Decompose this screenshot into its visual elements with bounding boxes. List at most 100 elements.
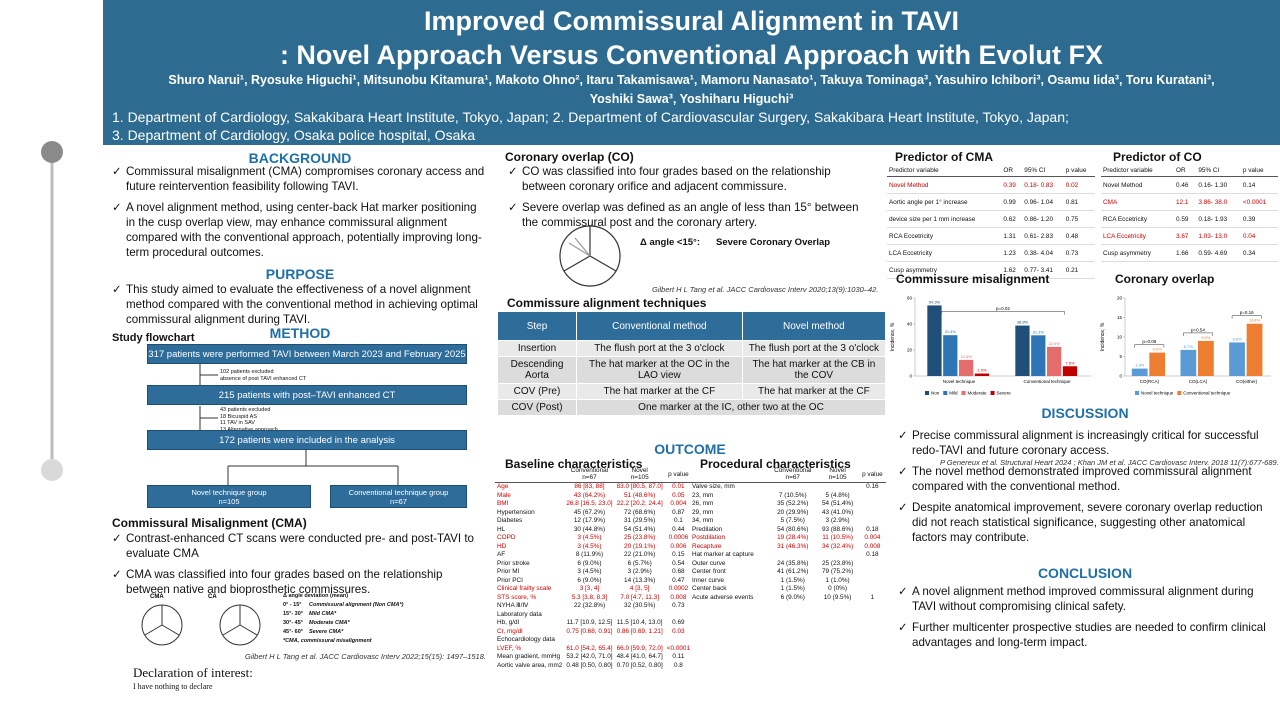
header-cell: Novel n=105 (614, 466, 665, 483)
cell (816, 551, 858, 560)
row: AF 8 (11.9%) 22 (21.0%) 0.15 (495, 551, 692, 560)
cell: 54 (80.6%) (777, 525, 809, 533)
cell: 1.03- 13.0 (1196, 227, 1241, 245)
cell: 3.67 (1174, 227, 1197, 245)
cell: 0.61- 2.83 (1022, 227, 1064, 245)
chart: Incidence, % 0 20 40 60 Novel technique 54.3% 3… (890, 296, 1091, 396)
flowchart-label: Study flowchart (112, 332, 195, 344)
cell: 0.16 (866, 483, 879, 490)
flow-arrows (199, 364, 399, 485)
cell: 1 (1.5%) (780, 576, 805, 584)
cell: 0.008 (670, 593, 687, 601)
x-tick-label: Conventional technique (1023, 379, 1071, 384)
row: Hat marker at capture 0.18 (690, 551, 886, 560)
cell: 0.34 (1240, 244, 1278, 262)
cell: Recapture (692, 542, 722, 550)
row: CMA 12.1 3.86- 38.0 <0.0001 (1101, 193, 1278, 211)
cell (859, 560, 886, 569)
row: Clinical frailty scale 3 [3, 4] 4 [3, 5] 0.… (495, 585, 692, 594)
bullets: Precise commissural alignment is increas… (898, 428, 1270, 551)
legend-swatch (990, 391, 995, 395)
cell: Valve size, mm (692, 483, 735, 490)
list-item: 13 Alternative approach (220, 427, 278, 434)
y-tick-label: 20 (1117, 296, 1123, 301)
row: Cr, mg/dl 0.75 [0.68, 0.91] 0.86 [0.69, 1.… (495, 628, 692, 637)
cell: 0.62 (1001, 210, 1023, 228)
co-diagram (559, 225, 621, 287)
bullets: Commissural misalignment (CMA) compromis… (112, 164, 487, 266)
cell: Novel Method (887, 176, 1002, 194)
cell: 0.006 (670, 542, 687, 550)
bar (1180, 349, 1197, 376)
header-cell: Novel n=105 (816, 466, 859, 483)
cell: Cusp asymmetry (1101, 244, 1175, 262)
cell: 0.004 (864, 534, 881, 541)
cell: 0.39 (1001, 176, 1023, 194)
cell: 0.59- 4.69 (1196, 244, 1241, 262)
bar (1246, 323, 1263, 376)
cell: 14 (13.3%) (624, 576, 656, 584)
cell: 0.75 (1063, 210, 1095, 228)
list-item: absence of post TAVI enhanced CT (220, 375, 307, 382)
cell: 0.73 (1063, 244, 1095, 262)
cell (859, 492, 886, 501)
row: Prior MI 3 (4.5%) 3 (2.9%) 0.68 (495, 568, 692, 577)
header-row: Predictor variable OR 95% CI p value (1101, 165, 1278, 177)
table: Step Conventional method Novel method Inser… (497, 311, 887, 416)
row: Valve size, mm 0.16 (690, 483, 886, 492)
legend-text: Severe CMA* (309, 629, 344, 635)
list-item: Precise commissural alignment is increas… (898, 428, 1270, 458)
cell: 6 (9.0%) (780, 593, 805, 601)
header-cell (690, 466, 770, 483)
bar (1015, 325, 1030, 376)
authors: Shuro Narui¹, Ryosuke Higuchi¹, Mitsunob… (168, 73, 1215, 87)
cell: 3 [3, 4] (579, 585, 600, 592)
header-row: Conventional n=67 Novel n=105 p value (690, 466, 886, 483)
cell: 0.69 (672, 619, 685, 626)
cell: 0.39 (1240, 210, 1278, 228)
row: Age 86 [83, 88] 83.0 [80.5, 87.0] 0.01 (495, 483, 692, 492)
row: 23, mm 7 (10.5%) 5 (4.8%) (690, 492, 886, 501)
y-tick-label: 5 (1119, 354, 1122, 359)
cell: 0.04 (1240, 227, 1278, 245)
y-axis-label: Incidence, % (1100, 322, 1106, 351)
bracket (1134, 344, 1165, 348)
affiliation: 1. Department of Cardiology, Sakakibara … (112, 109, 1069, 125)
legend-label: Conventional technique (1183, 391, 1231, 396)
cell: 1 (1.0%) (825, 576, 850, 584)
header-row: Conventional n=67 Novel n=105 p value (495, 466, 693, 483)
y-tick-label: 15 (1117, 315, 1123, 320)
cell (769, 483, 816, 492)
cell: The flush port at the 3 o'clock (576, 340, 743, 357)
cell: 22.2 [20.2, 24.4] (616, 500, 663, 507)
affiliation: 3. Department of Cardiology, Osaka polic… (112, 127, 476, 143)
row: COV (Post) One marker at the IC, other tw… (497, 399, 886, 416)
header-cell: Predictor variable (1101, 165, 1175, 177)
row: Cusp asymmetry 1.66 0.59- 4.69 0.34 (1101, 244, 1278, 262)
header-cell: Conventional n=67 (564, 466, 615, 483)
cell: 0.48 (1063, 227, 1095, 245)
bar (1229, 342, 1245, 376)
cell: 0.18 (866, 551, 879, 558)
cell: The hat marker at the OC in the LAO view (576, 356, 743, 384)
row: Cusp asymmetry 1.62 0.77- 3.41 0.21 (887, 261, 1095, 279)
cell: <0.0001 (1240, 193, 1278, 211)
cell: HD (497, 542, 507, 550)
cell: 0.75 [0.68, 0.91] (566, 627, 613, 635)
cell: 35 (52.2%) (777, 500, 809, 507)
legend-row: 45°- 60° Severe CMA* (283, 628, 403, 637)
value-label: 38.8% (1017, 320, 1029, 325)
cell: 3.86- 38.0 (1196, 193, 1241, 211)
cell (615, 611, 665, 620)
cell: 3 (2.9%) (825, 517, 850, 524)
cell: 12 (17.9%) (573, 517, 606, 524)
cell: COV (Post) (497, 399, 577, 416)
cell: 1.23 (1001, 244, 1023, 262)
y-tick-label: 0 (909, 374, 912, 379)
table: Conventional n=67 Novel n=105 p value Valve… (690, 466, 886, 602)
cell: Outer curve (692, 559, 726, 567)
subheading: Commissural Misalignment (CMA) (112, 516, 307, 530)
y-axis-label: Incidence, % (890, 322, 896, 351)
row: COV (Pre) The hat marker at the CF The hat… (497, 383, 887, 400)
row: Descending Aorta The hat marker at the OC… (497, 356, 887, 384)
